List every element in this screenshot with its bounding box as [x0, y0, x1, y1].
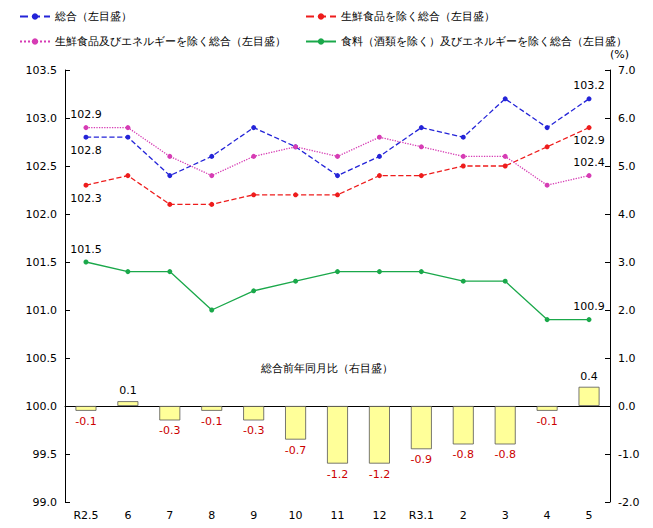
svg-text:6.0: 6.0: [618, 112, 636, 125]
svg-text:-1.2: -1.2: [327, 468, 348, 481]
svg-text:8: 8: [208, 509, 215, 522]
svg-text:102.3: 102.3: [70, 192, 102, 205]
svg-text:-0.1: -0.1: [536, 415, 557, 428]
svg-text:食料（酒類を除く）及びエネルギーを除く総合（左目盛）: 食料（酒類を除く）及びエネルギーを除く総合（左目盛）: [341, 35, 627, 48]
svg-text:生鮮食品及びエネルギーを除く総合（左目盛）: 生鮮食品及びエネルギーを除く総合（左目盛）: [55, 35, 286, 48]
svg-text:0.0: 0.0: [618, 400, 636, 413]
svg-text:101.0: 101.0: [26, 304, 58, 317]
svg-text:0.1: 0.1: [119, 384, 137, 397]
svg-text:101.5: 101.5: [70, 243, 102, 256]
svg-text:-0.8: -0.8: [494, 448, 515, 461]
svg-text:103.0: 103.0: [26, 112, 58, 125]
svg-text:102.8: 102.8: [70, 144, 102, 157]
svg-text:(%): (%): [610, 48, 629, 61]
svg-text:-0.1: -0.1: [75, 415, 96, 428]
svg-text:総合前年同月比（右目盛）: 総合前年同月比（右目盛）: [260, 362, 393, 375]
svg-text:-1.2: -1.2: [369, 468, 390, 481]
svg-text:9: 9: [250, 509, 257, 522]
svg-text:6: 6: [124, 509, 131, 522]
svg-text:-0.9: -0.9: [411, 453, 432, 466]
svg-text:99.0: 99.0: [33, 496, 58, 509]
svg-text:R3.1: R3.1: [409, 509, 434, 522]
svg-text:3.0: 3.0: [618, 256, 636, 269]
svg-text:-0.3: -0.3: [159, 424, 180, 437]
svg-text:102.9: 102.9: [70, 108, 102, 121]
svg-text:-0.8: -0.8: [453, 448, 474, 461]
svg-text:100.5: 100.5: [26, 352, 58, 365]
svg-text:-1.0: -1.0: [618, 448, 639, 461]
svg-text:103.2: 103.2: [573, 79, 605, 92]
svg-text:総合（左目盛）: 総合（左目盛）: [54, 10, 132, 23]
svg-text:4: 4: [544, 509, 551, 522]
svg-text:生鮮食品を除く総合（左目盛）: 生鮮食品を除く総合（左目盛）: [341, 10, 495, 23]
svg-text:7.0: 7.0: [618, 64, 636, 77]
svg-text:100.9: 100.9: [573, 300, 605, 313]
svg-text:10: 10: [289, 509, 303, 522]
svg-text:100.0: 100.0: [26, 400, 58, 413]
svg-text:101.5: 101.5: [26, 256, 58, 269]
svg-text:R2.5: R2.5: [73, 509, 98, 522]
svg-text:2: 2: [460, 509, 467, 522]
svg-text:3: 3: [502, 509, 509, 522]
svg-text:7: 7: [166, 509, 173, 522]
svg-text:4.0: 4.0: [618, 208, 636, 221]
svg-text:102.0: 102.0: [26, 208, 58, 221]
svg-text:11: 11: [331, 509, 345, 522]
svg-text:99.5: 99.5: [33, 448, 58, 461]
svg-text:2.0: 2.0: [618, 304, 636, 317]
svg-text:-0.7: -0.7: [285, 444, 306, 457]
svg-text:102.4: 102.4: [573, 156, 605, 169]
svg-text:12: 12: [372, 509, 386, 522]
svg-text:103.5: 103.5: [26, 64, 58, 77]
svg-text:0.4: 0.4: [580, 370, 598, 383]
svg-text:5.0: 5.0: [618, 160, 636, 173]
svg-text:-2.0: -2.0: [618, 496, 639, 509]
svg-text:102.5: 102.5: [26, 160, 58, 173]
svg-text:-0.1: -0.1: [201, 415, 222, 428]
svg-text:5: 5: [586, 509, 593, 522]
svg-text:102.9: 102.9: [573, 134, 605, 147]
svg-text:-0.3: -0.3: [243, 424, 264, 437]
svg-text:1.0: 1.0: [618, 352, 636, 365]
